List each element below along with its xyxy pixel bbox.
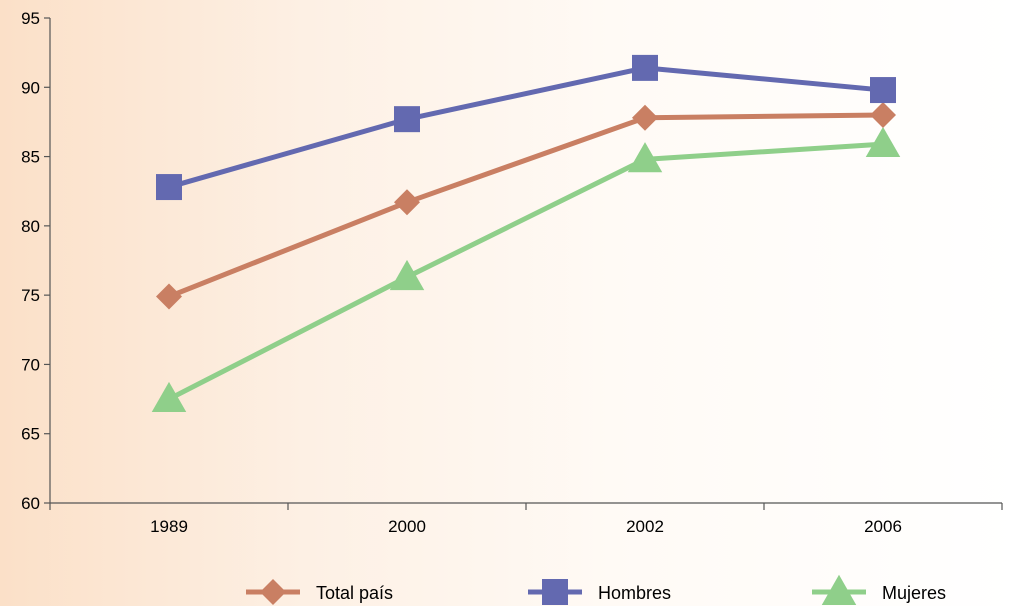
y-tick-label: 80 bbox=[21, 217, 40, 236]
y-tick-label: 65 bbox=[21, 425, 40, 444]
series-line bbox=[167, 141, 884, 402]
data-point bbox=[865, 126, 901, 158]
legend-item: Total país bbox=[246, 579, 393, 605]
data-point bbox=[156, 283, 182, 310]
data-point bbox=[151, 381, 187, 413]
y-tick-label: 85 bbox=[21, 148, 40, 167]
data-point bbox=[870, 77, 896, 104]
x-tick-label: 2000 bbox=[388, 517, 426, 536]
y-tick-label: 60 bbox=[21, 494, 40, 513]
legend-item: Hombres bbox=[528, 579, 671, 605]
data-point bbox=[632, 54, 658, 81]
legend-marker bbox=[821, 574, 857, 605]
series-hombres bbox=[156, 54, 896, 201]
legend-label: Hombres bbox=[598, 583, 671, 603]
legend-label: Total país bbox=[316, 583, 393, 603]
legend-label: Mujeres bbox=[882, 583, 946, 603]
data-point bbox=[632, 104, 658, 131]
series-line bbox=[168, 65, 884, 190]
series-layer bbox=[151, 54, 901, 413]
data-point bbox=[870, 102, 896, 128]
x-tick-label: 2006 bbox=[864, 517, 902, 536]
legend-marker bbox=[260, 579, 286, 605]
legend-marker bbox=[542, 579, 568, 605]
series-total-pa-s bbox=[156, 102, 896, 310]
legend: Total país Hombres Mujeres bbox=[246, 574, 946, 605]
data-point bbox=[389, 259, 425, 291]
y-tick-label: 90 bbox=[21, 78, 40, 97]
y-tick-label: 75 bbox=[21, 286, 40, 305]
y-axis: 60 65 70 75 80 85 90 95 bbox=[21, 9, 51, 513]
legend-item: Mujeres bbox=[812, 574, 946, 605]
x-axis: 1989 2000 2002 2006 bbox=[49, 502, 1003, 536]
y-tick-label: 95 bbox=[21, 9, 40, 28]
data-point bbox=[156, 174, 182, 201]
data-point bbox=[394, 189, 420, 216]
data-point bbox=[627, 142, 663, 173]
x-tick-label: 2002 bbox=[626, 517, 664, 536]
series-line bbox=[168, 112, 884, 299]
x-tick-label: 1989 bbox=[150, 517, 188, 536]
series-mujeres bbox=[151, 126, 901, 413]
data-point bbox=[394, 106, 420, 133]
y-tick-label: 70 bbox=[21, 355, 40, 374]
